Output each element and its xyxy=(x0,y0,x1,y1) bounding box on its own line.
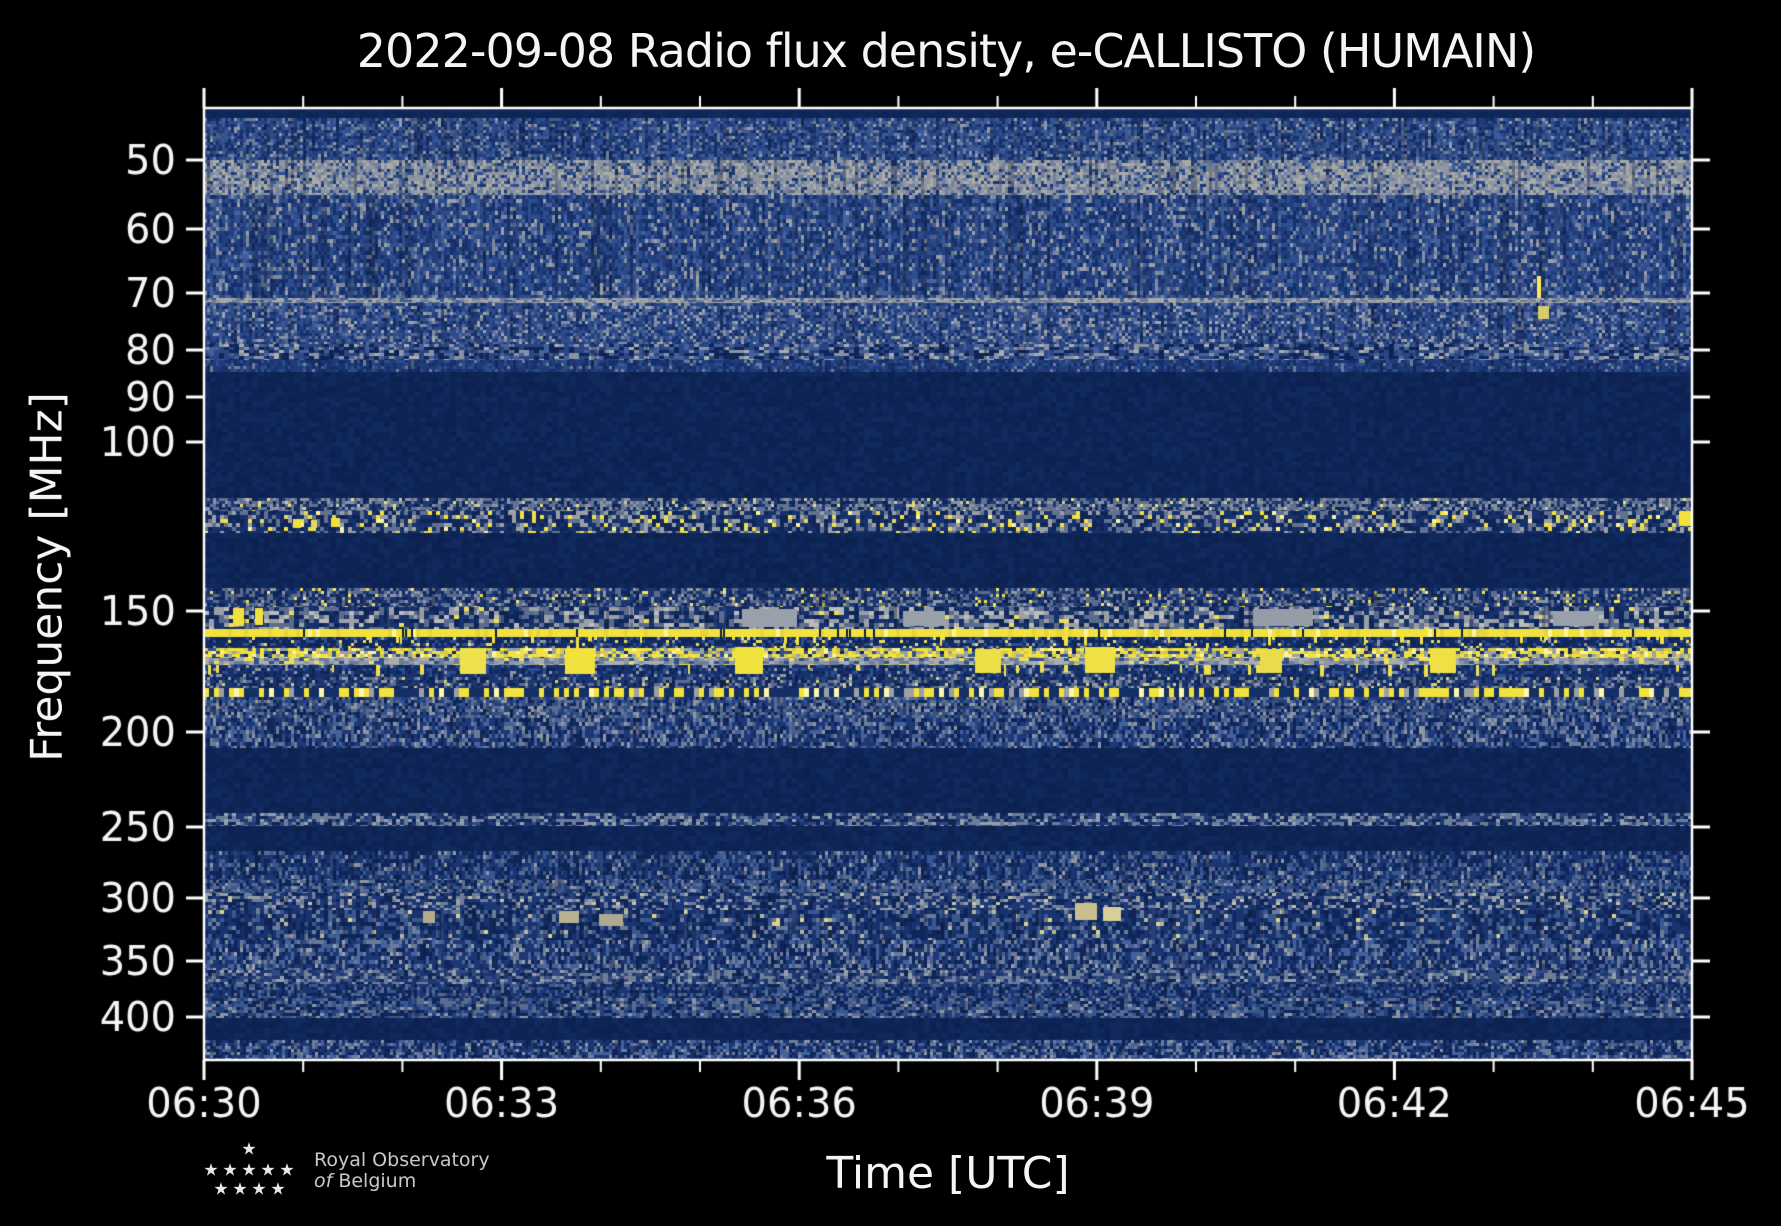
rob-logo-of: of xyxy=(314,1170,333,1192)
rob-logo-belgium: Belgium xyxy=(338,1170,417,1192)
y-axis-label: Frequency [MHz] xyxy=(21,392,73,762)
rob-logo-star-icon: ★ xyxy=(251,1179,267,1200)
rob-logo-star-icon: ★ xyxy=(203,1160,219,1181)
rob-logo-star-icon: ★ xyxy=(260,1160,276,1181)
chart-title: 2022-09-08 Radio flux density, e-CALLIST… xyxy=(356,24,1536,78)
rob-logo-line2: of Belgium xyxy=(314,1171,490,1192)
rob-logo-star-icon: ★ xyxy=(232,1179,248,1200)
rob-logo-text: Royal Observatory of Belgium xyxy=(314,1150,490,1192)
rob-logo-star-icon: ★ xyxy=(270,1179,286,1200)
rob-logo-line1: Royal Observatory xyxy=(314,1149,490,1171)
rob-logo-star-icon: ★ xyxy=(213,1179,229,1200)
rob-logo-star-icon: ★ xyxy=(222,1160,238,1181)
x-axis-label: Time [UTC] xyxy=(826,1148,1070,1199)
rob-logo-star-icon: ★ xyxy=(241,1139,257,1160)
rob-logo-star-icon: ★ xyxy=(279,1160,295,1181)
rob-logo-star-icon: ★ xyxy=(241,1160,257,1181)
